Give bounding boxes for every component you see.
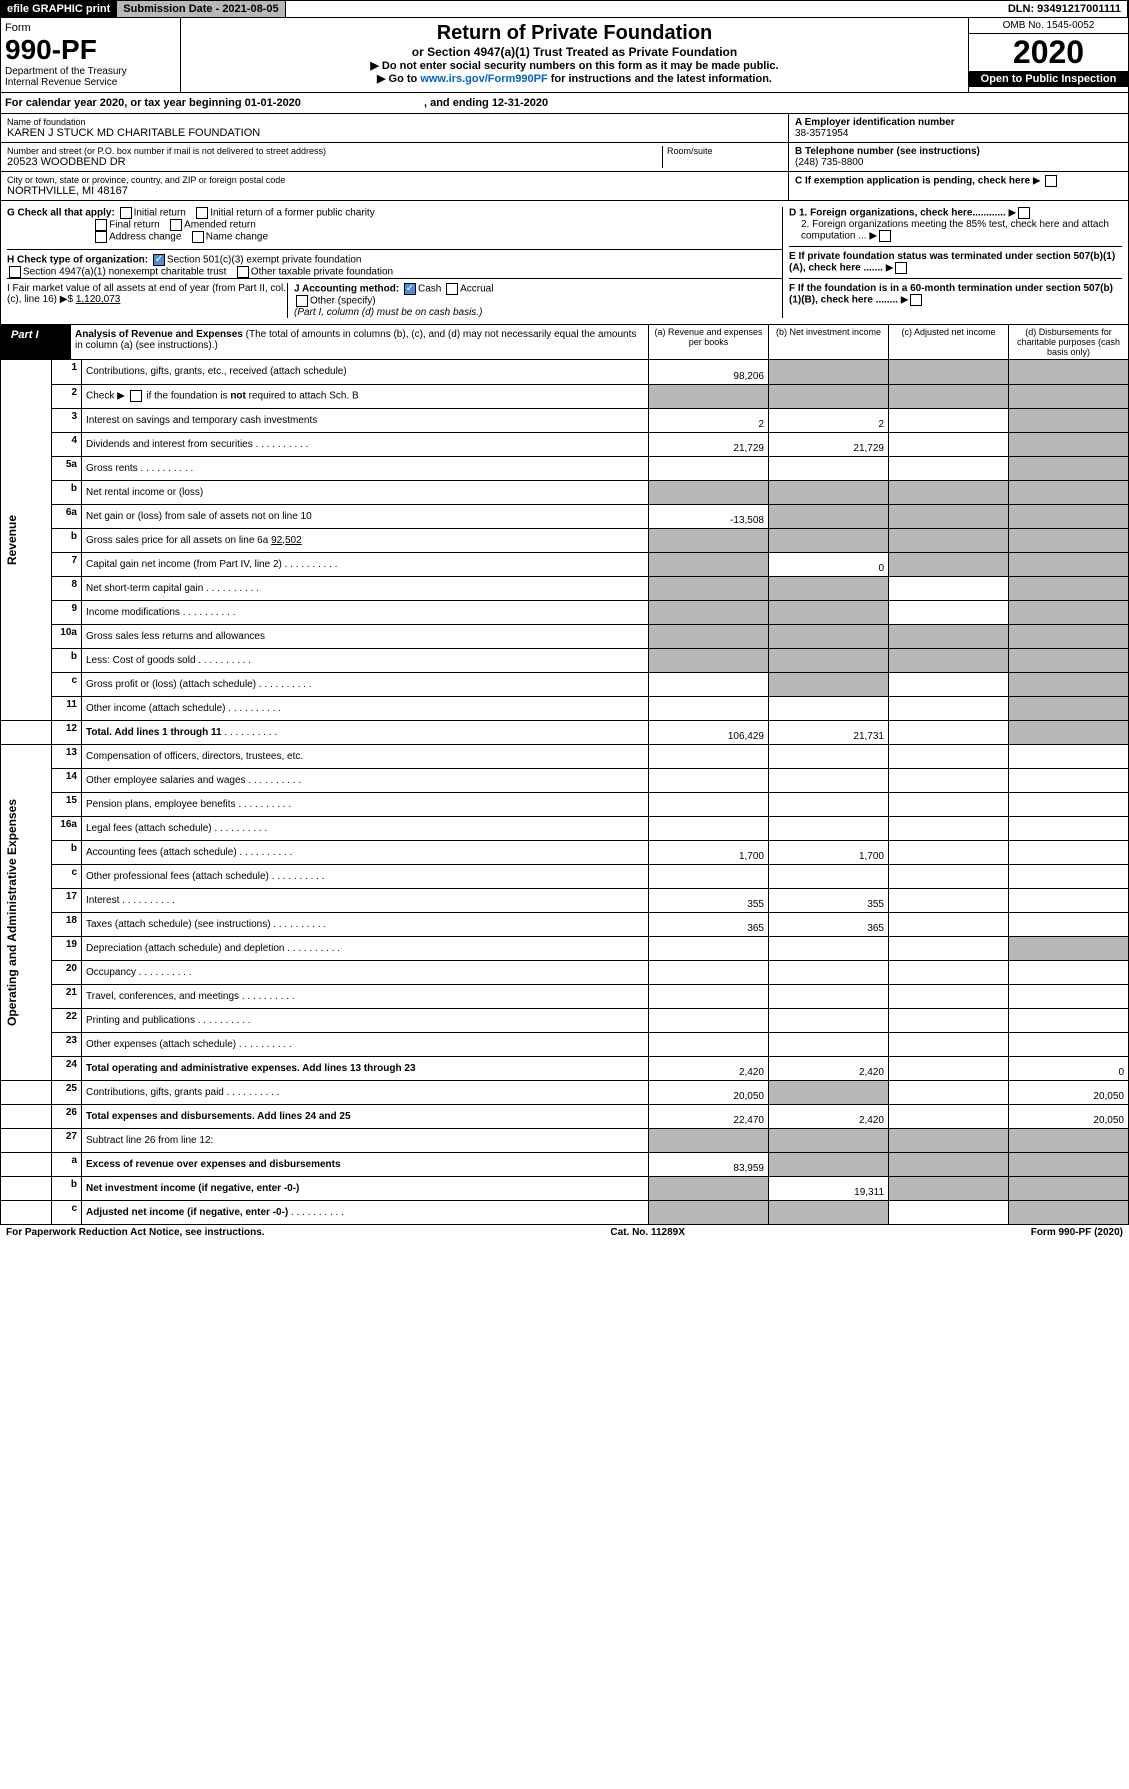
room-label: Room/suite [667, 146, 782, 156]
note2: ▶ Go to www.irs.gov/Form990PF for instru… [185, 72, 964, 85]
other-method-ck[interactable] [296, 295, 308, 307]
part1-table: Revenue 1Contributions, gifts, grants, e… [0, 360, 1129, 1225]
efile-label: efile GRAPHIC print [1, 1, 117, 17]
ein-label: A Employer identification number [795, 117, 1122, 128]
col-a: (a) Revenue and expenses per books [648, 325, 768, 359]
amended-ck[interactable] [170, 219, 182, 231]
col-c: (c) Adjusted net income [888, 325, 1008, 359]
name-change-ck[interactable] [192, 231, 204, 243]
city-label: City or town, state or province, country… [7, 175, 782, 185]
top-bar: efile GRAPHIC print Submission Date - 20… [0, 0, 1129, 18]
form-number: 990-PF [5, 34, 176, 66]
footer-mid: Cat. No. 11289X [610, 1227, 684, 1238]
form-title: Return of Private Foundation [185, 22, 964, 45]
dln: DLN: 93491217001111 [1002, 1, 1128, 17]
col-b: (b) Net investment income [768, 325, 888, 359]
initial-return-ck[interactable] [120, 207, 132, 219]
foundation-name: KAREN J STUCK MD CHARITABLE FOUNDATION [7, 127, 782, 139]
d1-ck[interactable] [1018, 207, 1030, 219]
e-ck[interactable] [895, 262, 907, 274]
form-header: Form 990-PF Department of the Treasury I… [0, 18, 1129, 93]
final-return-ck[interactable] [95, 219, 107, 231]
c-checkbox[interactable] [1045, 175, 1057, 187]
irs-link[interactable]: www.irs.gov/Form990PF [420, 73, 547, 85]
dept: Department of the Treasury [5, 66, 176, 77]
calendar-year: For calendar year 2020, or tax year begi… [0, 93, 1129, 114]
ein: 38-3571954 [795, 128, 1122, 139]
tax-year: 2020 [969, 34, 1128, 71]
part1-label: Part I [1, 325, 71, 359]
oae-side: Operating and Administrative Expenses [5, 799, 19, 1026]
addr-change-ck[interactable] [95, 231, 107, 243]
revenue-side: Revenue [5, 515, 19, 565]
d2-ck[interactable] [879, 230, 891, 242]
note1: ▶ Do not enter social security numbers o… [185, 59, 964, 72]
telephone: (248) 735-8800 [795, 157, 1122, 168]
cash-ck[interactable] [404, 283, 416, 295]
addr-label: Number and street (or P.O. box number if… [7, 146, 662, 156]
checks-block: G Check all that apply: Initial return I… [0, 201, 1129, 325]
501c3-ck[interactable] [153, 254, 165, 266]
form-subtitle: or Section 4947(a)(1) Trust Treated as P… [185, 45, 964, 59]
omb: OMB No. 1545-0052 [969, 18, 1128, 34]
f-ck[interactable] [910, 294, 922, 306]
address: 20523 WOODBEND DR [7, 156, 662, 168]
tel-label: B Telephone number (see instructions) [795, 146, 1122, 157]
part1-header: Part I Analysis of Revenue and Expenses … [0, 325, 1129, 360]
4947-ck[interactable] [9, 266, 21, 278]
name-label: Name of foundation [7, 117, 782, 127]
footer: For Paperwork Reduction Act Notice, see … [0, 1225, 1129, 1240]
open-inspection: Open to Public Inspection [969, 71, 1128, 87]
initial-former-ck[interactable] [196, 207, 208, 219]
accrual-ck[interactable] [446, 283, 458, 295]
c-label: C If exemption application is pending, c… [795, 176, 1030, 187]
submission-date: Submission Date - 2021-08-05 [117, 1, 285, 17]
fmv: 1,120,073 [76, 294, 121, 305]
footer-right: Form 990-PF (2020) [1031, 1227, 1123, 1238]
irs: Internal Revenue Service [5, 77, 176, 88]
form-label: Form [5, 22, 176, 34]
footer-left: For Paperwork Reduction Act Notice, see … [6, 1227, 265, 1238]
city: NORTHVILLE, MI 48167 [7, 185, 782, 197]
other-tax-ck[interactable] [237, 266, 249, 278]
info-block: Name of foundation KAREN J STUCK MD CHAR… [0, 114, 1129, 201]
schb-ck[interactable] [130, 390, 142, 402]
col-d: (d) Disbursements for charitable purpose… [1008, 325, 1128, 359]
